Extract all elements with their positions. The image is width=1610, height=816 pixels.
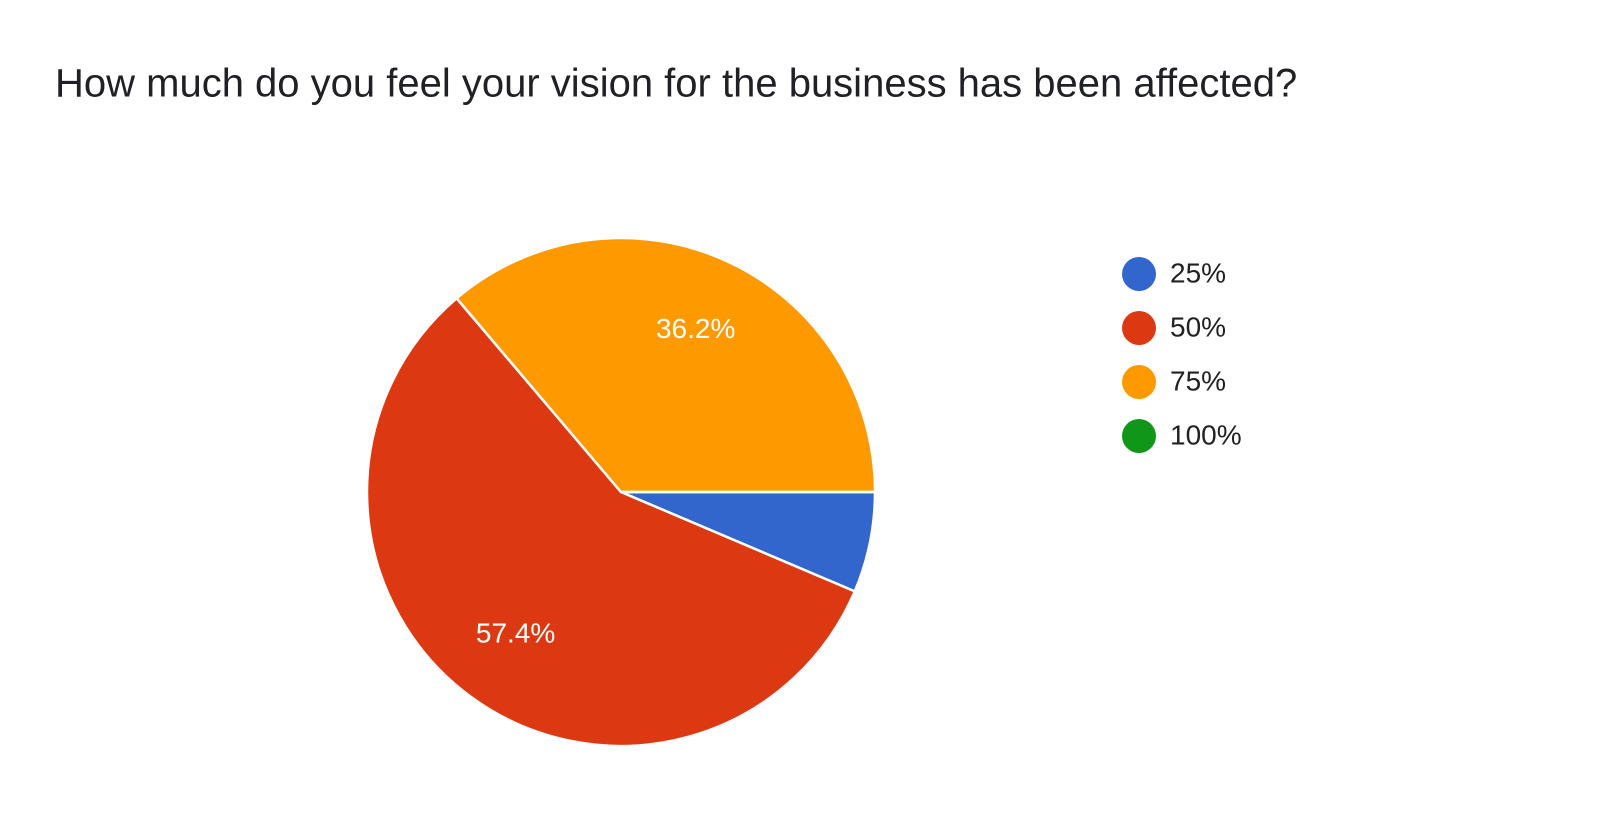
data-label: 57.4%: [476, 618, 555, 649]
pie-slice: [454, 236, 877, 494]
pie-slice: [365, 296, 857, 748]
legend-marker: [1122, 257, 1156, 291]
legend-label: 50%: [1170, 311, 1226, 342]
legend-marker: [1122, 365, 1156, 399]
legend-marker: [1122, 311, 1156, 345]
legend-label: 25%: [1170, 257, 1226, 288]
legend-marker: [1122, 419, 1156, 453]
legend-label: 75%: [1170, 365, 1226, 396]
legend-label: 100%: [1170, 419, 1242, 450]
data-label: 36.2%: [656, 313, 735, 344]
chart-title: How much do you feel your vision for the…: [55, 62, 1297, 106]
